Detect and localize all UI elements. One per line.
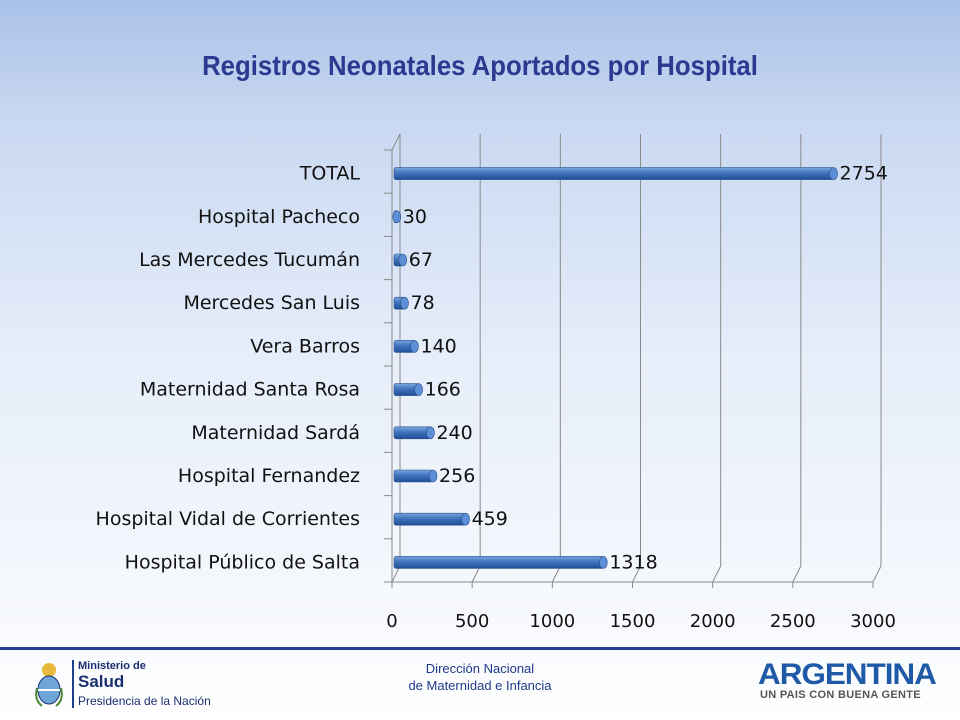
chart-title: Registros Neonatales Aportados por Hospi… (202, 50, 758, 81)
ministry-logo-line1: Ministerio de (78, 660, 146, 672)
floor-gridline (712, 565, 722, 583)
category-label: Hospital Pacheco (198, 206, 360, 228)
x-tick-label: 2000 (690, 611, 736, 632)
x-tick-label: 0 (386, 611, 397, 632)
data-label: 240 (436, 422, 472, 444)
ministry-logo-divider (72, 660, 74, 708)
bar (393, 167, 834, 180)
x-tick-label: 3000 (850, 611, 896, 632)
category-label: Hospital Fernandez (178, 465, 360, 487)
bar-end-cap (599, 556, 608, 569)
data-label: 30 (403, 206, 427, 228)
bar-chart: 0 500 1000 1500 2000 2500 3000 TOTAL 2754 Hospita… (96, 133, 896, 632)
floor-gridline (632, 565, 641, 583)
category-label: Hospital Público de Salta (125, 551, 360, 573)
data-label: 166 (425, 379, 461, 401)
ministry-logo: Ministerio de Salud Presidencia de la Na… (34, 656, 234, 712)
bar-end-cap (461, 512, 470, 526)
ministry-logo-line3: Presidencia de la Nación (78, 694, 211, 708)
category-label: Hospital Vidal de Corrientes (96, 508, 360, 530)
category-label: Maternidad Sardá (191, 422, 360, 444)
data-label: 1318 (609, 551, 657, 573)
bar (393, 512, 466, 526)
ministry-logo-line2: Salud (78, 672, 125, 691)
x-tick-label: 1500 (610, 611, 656, 632)
footer-text: Dirección Nacional de Maternidad e Infan… (380, 660, 580, 694)
bar-end-cap (410, 340, 419, 353)
category-label: TOTAL (299, 163, 361, 185)
bar-end-cap (428, 469, 438, 483)
argentina-logo-tagline: UN PAIS CON BUENA GENTE (760, 689, 921, 701)
data-label: 459 (472, 508, 508, 530)
category-label: Las Mercedes Tucumán (139, 249, 360, 271)
bar-end-cap (398, 253, 408, 267)
bar (393, 556, 604, 569)
data-label: 2754 (840, 163, 888, 185)
category-label: Mercedes San Luis (183, 292, 360, 314)
y-axis-top (391, 133, 401, 151)
category-label: Maternidad Santa Rosa (140, 379, 360, 401)
data-label: 256 (439, 465, 475, 487)
x-tick-label: 1000 (529, 611, 575, 632)
data-label: 78 (411, 292, 435, 314)
bar (393, 426, 431, 440)
x-tick-label: 2500 (770, 611, 816, 632)
national-crest-icon (35, 663, 63, 707)
bar-end-cap (414, 383, 423, 396)
argentina-logo: ARGENTINA UN PAIS CON BUENA GENTE (758, 658, 938, 706)
bar-end-cap (829, 167, 838, 180)
footer-line2: de Maternidad e Infancia (408, 678, 552, 693)
bar-end-cap (392, 210, 402, 224)
footer-divider (0, 647, 960, 650)
argentina-logo-wordmark: ARGENTINA (758, 658, 937, 691)
footer-line1: Dirección Nacional (425, 661, 535, 676)
bar (393, 469, 434, 483)
floor-gridline (872, 565, 882, 583)
category-label: Vera Barros (250, 335, 360, 357)
x-tick-label: 500 (455, 611, 489, 632)
bar-end-cap (426, 426, 435, 440)
data-label: 140 (420, 335, 456, 357)
bar-end-cap (400, 296, 409, 310)
data-label: 67 (409, 249, 433, 271)
floor-gridline (792, 565, 802, 583)
